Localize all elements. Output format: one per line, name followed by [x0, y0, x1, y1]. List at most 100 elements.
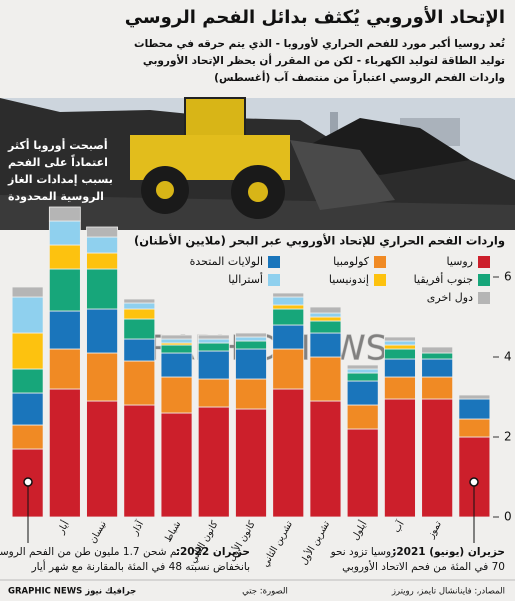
bar-segment	[309, 320, 342, 334]
title: الإتحاد الأوروبي يُكثف بدائل الفحم الروس…	[125, 6, 505, 28]
bar-segment	[123, 308, 156, 320]
bar-segment	[235, 408, 267, 518]
bar-segment	[309, 332, 342, 358]
annotation-text: 70 في المئة من فحم الاتحاد الأوروبي	[342, 560, 505, 573]
bar-segment	[197, 350, 230, 380]
photo-caption-line: بسبب إمدادات الغاز	[7, 173, 113, 186]
bar-segment	[235, 340, 267, 350]
bar-segment	[11, 332, 44, 370]
bar-segment	[421, 346, 454, 354]
bar-segment	[384, 344, 416, 350]
bar-segment	[272, 304, 305, 310]
bar-segment	[86, 308, 118, 354]
bar-segment	[123, 404, 156, 518]
bar-segment	[160, 338, 193, 344]
bar-segment	[384, 340, 416, 346]
bar-segment	[346, 364, 379, 370]
subtitle-line: توليد الطاقة لتوليد الكهرباء - لكن من ال…	[143, 53, 505, 67]
legend-label: أستراليا	[228, 272, 263, 286]
bar-segment	[160, 352, 193, 378]
annotation: حزيران 2022:تم شحن 1.7 مليون طن من الفحم…	[0, 546, 250, 558]
bar-segment	[272, 296, 305, 306]
annotation-text: روسيا تزود نحو	[330, 546, 397, 558]
legend-swatch	[478, 292, 490, 304]
legend-label: روسيا	[446, 255, 473, 268]
bar-segment	[86, 252, 118, 270]
bar-segment	[160, 376, 193, 414]
bar-segment	[272, 292, 305, 298]
bar-segment	[458, 398, 491, 420]
bar-segment	[309, 316, 342, 322]
bar-segment	[48, 206, 81, 222]
bar-segment	[160, 344, 193, 354]
bar-segment	[346, 380, 379, 406]
bar-segment	[11, 368, 44, 394]
bar-segment	[11, 424, 44, 450]
y-tick-label: 4	[504, 350, 512, 364]
photo-caption-line: الروسية المحدودة	[8, 190, 104, 203]
bar-segment	[11, 286, 44, 298]
legend-label: دول اخرى	[427, 291, 473, 304]
bar-segment	[272, 388, 305, 518]
photo	[0, 97, 515, 230]
bar-segment	[86, 236, 118, 254]
annotation-head: حزيران 2022:	[176, 546, 250, 558]
annotation-text: تم شحن 1.7 مليون طن من الفحم الروسي -	[0, 546, 180, 558]
bar-segment	[11, 296, 44, 334]
bar-segment	[384, 336, 416, 342]
bar-segment	[421, 398, 454, 518]
bar-segment	[197, 334, 230, 340]
bar-segment	[235, 332, 267, 338]
bar-segment	[458, 418, 491, 438]
bar-segment	[309, 356, 342, 402]
logo: GRAPHIC NEWS جرافيك نيوز	[8, 587, 136, 597]
legend-swatch	[478, 274, 490, 286]
legend-swatch	[268, 274, 280, 286]
bar-segment	[123, 298, 156, 304]
legend-swatch	[478, 256, 490, 268]
bar-segment	[272, 348, 305, 390]
bar-segment	[86, 268, 118, 310]
legend-label: إندونيسيا	[329, 273, 369, 286]
bar-segment	[197, 342, 230, 352]
annotation-text: بانخفاض نسبته 48 في المئة بالمقارنة مع ش…	[31, 559, 250, 573]
bar-segment	[86, 352, 118, 402]
photo-credit: الصورة: جتي	[242, 587, 288, 597]
y-tick-label: 2	[504, 430, 512, 444]
bar-segment	[48, 310, 81, 350]
bar-segment	[235, 378, 267, 410]
chart-title: واردات الفحم الحراري للإتحاد الأوروبي عب…	[134, 234, 505, 249]
bar-segment	[48, 388, 81, 518]
bar-segment	[384, 348, 416, 360]
subtitle-line: تُعد روسيا أكبر مورد للفحم الحراري لأورو…	[134, 36, 506, 50]
bar-segment	[346, 428, 379, 518]
bar-segment	[272, 308, 305, 326]
bar-segment	[48, 348, 81, 390]
legend-label: كولومبيا	[333, 255, 370, 268]
bar-segment	[309, 400, 342, 518]
bar-segment	[346, 372, 379, 382]
bar-segment	[197, 378, 230, 408]
bar-segment	[123, 302, 156, 310]
photo-caption-line: أصبحت أوروبا أكثر	[7, 138, 108, 152]
bar-segment	[458, 394, 491, 400]
legend-label: جنوب أفريقيا	[414, 272, 473, 286]
legend-swatch	[268, 256, 280, 268]
annotation-pointers	[23, 477, 479, 543]
bar-segment	[421, 376, 454, 400]
bar-segment	[123, 318, 156, 340]
y-tick-label: 6	[504, 270, 512, 284]
bar-segment	[86, 400, 118, 518]
bar-segment	[48, 268, 81, 312]
legend-swatch	[374, 256, 386, 268]
legend-label: الولايات المتحدة	[190, 255, 263, 268]
bar-segment	[11, 392, 44, 426]
bar-segment	[384, 398, 416, 518]
bar-segment	[384, 376, 416, 400]
bar-segment	[86, 226, 118, 238]
y-tick-label: 0	[504, 510, 512, 524]
subtitle-line: واردات الفحم الروسي اعتباراً من منتصف آب…	[214, 70, 505, 84]
bar-segment	[123, 338, 156, 362]
annotation: حزيران (يونيو) 2021:روسيا تزود نحو	[330, 546, 505, 558]
